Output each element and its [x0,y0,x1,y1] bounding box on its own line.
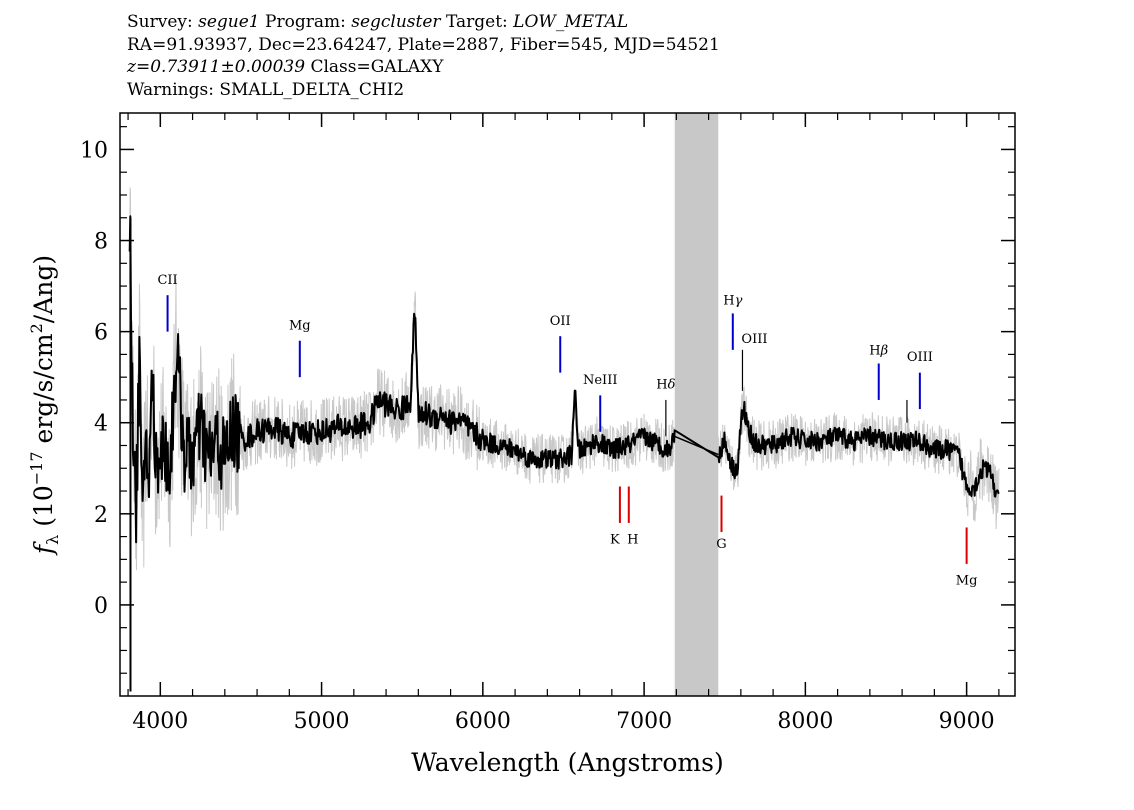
x-tick-label-3: 7000 [616,709,672,734]
program-value: segcluster [351,12,441,32]
class-value: Class=GALAXY [310,57,444,77]
plot-frame [119,112,1016,697]
y-axis-title: fλ (10−17 erg/s/cm2/Ang) [27,255,62,556]
y-tick-label-2: 4 [94,412,108,437]
absorption-label-1: H [627,532,638,547]
header-line-survey: Survey: segue1 Program: segcluster Targe… [127,11,720,34]
emission-label-1: Mg [289,318,311,333]
x-tick-label-4: 8000 [777,709,833,734]
spectrum-mask-bridge [674,435,719,456]
emission-label-5: Hβ [869,343,888,358]
spectrum-layer [128,215,1000,692]
target-label: Target: [445,12,508,32]
line-marker-label-1: OIII [741,332,767,347]
spectrum-line [128,215,1000,544]
emission-label-2: OII [550,314,571,329]
x-axis-title: Wavelength (Angstroms) [411,748,723,777]
target-value: LOW_METAL [513,12,629,32]
absorption-label-2: G [716,537,726,552]
y-tick-label-3: 6 [94,321,108,346]
header-line-coordinates: RA=91.93937, Dec=23.64247, Plate=2887, F… [127,34,720,55]
axis-ticks-layer: 4000 5000 6000 7000 8000 9000 0 2 4 6 8 10 [80,113,1015,734]
masked-region [674,113,719,696]
x-tick-label-0: 4000 [132,709,188,734]
absorption-label-0: K [610,532,620,547]
absorption-label-3: Mg [956,573,978,588]
header-line-warnings: Warnings: SMALL_DELTA_CHI2 [127,79,405,100]
survey-value: segue1 [198,12,260,32]
emission-label-0: CII [157,273,177,288]
y-tick-label-1: 2 [94,503,108,528]
masked-region-layer [674,113,719,696]
header-line-redshift: z=0.73911±0.00039 Class=GALAXY [127,56,720,79]
emission-label-6: OIII [907,350,933,365]
emission-label-3: NeIII [583,373,617,388]
y-tick-label-4: 8 [94,230,108,255]
line-marker-label-0: Hδ [656,378,675,393]
x-tick-label-1: 5000 [294,709,350,734]
y-tick-label-0: 0 [94,594,108,619]
survey-label: Survey: [127,12,193,32]
redshift-value: z=0.73911±0.00039 [127,57,306,77]
line-markers-layer: CII Mg OII NeIII Hγ Hβ OIII Hδ OIII K H G Mg [157,273,977,589]
x-tick-label-2: 6000 [455,709,511,734]
emission-label-4: Hγ [723,293,742,308]
y-tick-label-5: 10 [80,138,108,163]
error-band-1 [717,386,1000,530]
spectrum-header: Survey: segue1 Program: segcluster Targe… [127,11,720,101]
program-label: Program: [265,12,346,32]
error-band-layer [129,187,1000,571]
x-tick-label-5: 9000 [939,709,995,734]
